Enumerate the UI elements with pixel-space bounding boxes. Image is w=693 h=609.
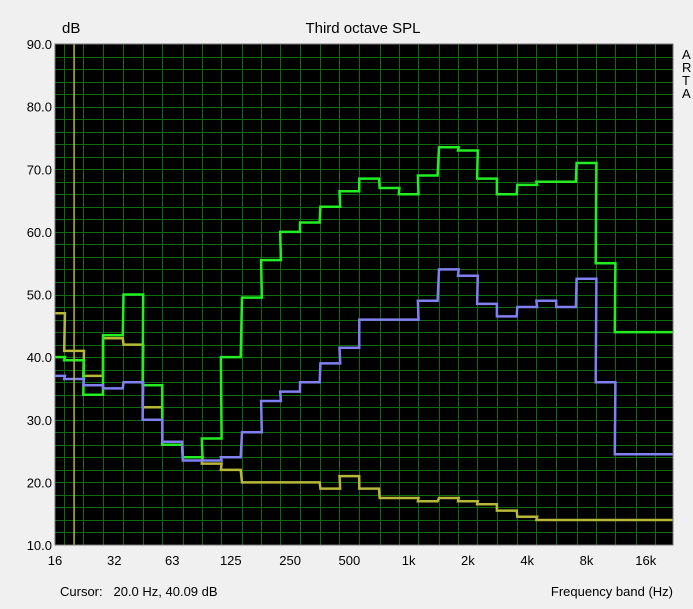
cursor-value: 20.0 Hz, 40.09 dB <box>113 584 218 599</box>
y-tick-label: 50.0 <box>27 288 52 303</box>
series-line-1 <box>55 312 673 522</box>
x-tick-label: 16k <box>635 553 656 568</box>
y-tick-label: 60.0 <box>27 225 52 240</box>
x-tick-label: 500 <box>339 553 361 568</box>
x-tick-label: 8k <box>580 553 594 568</box>
legend-item-3: T <box>682 73 690 88</box>
y-tick-label: 20.0 <box>27 475 52 490</box>
y-axis-unit: dB <box>62 20 80 37</box>
y-tick-label: 80.0 <box>27 100 52 115</box>
x-tick-label: 4k <box>520 553 534 568</box>
x-tick-label: 125 <box>220 553 242 568</box>
legend-partial: A R T A <box>682 48 691 100</box>
grid-lines <box>55 44 673 545</box>
legend-item-4: A <box>682 86 691 101</box>
y-tick-label: 30.0 <box>27 413 52 428</box>
chart-title: Third octave SPL <box>305 20 420 37</box>
y-tick-labels: 10.0 20.0 30.0 40.0 50.0 60.0 70.0 80.0 90.0 <box>27 37 52 553</box>
cursor-readout: Cursor: 20.0 Hz, 40.09 dB <box>60 584 218 599</box>
legend-item-1: A <box>682 47 691 62</box>
x-tick-label: 2k <box>461 553 475 568</box>
legend-item-2: R <box>682 60 692 75</box>
plot-border <box>54 43 674 546</box>
cursor-label: Cursor: <box>60 584 103 599</box>
x-tick-labels: 16 32 63 125 250 500 1k 2k 4k 8k 16k <box>48 553 657 568</box>
plot-area[interactable] <box>55 44 673 545</box>
x-tick-label: 63 <box>165 553 179 568</box>
series-line-2 <box>55 146 673 459</box>
x-tick-label: 250 <box>279 553 301 568</box>
y-tick-label: 40.0 <box>27 350 52 365</box>
x-tick-label: 32 <box>107 553 121 568</box>
series-group <box>55 146 673 522</box>
y-tick-label: 90.0 <box>27 37 52 52</box>
series-line-3 <box>55 268 673 462</box>
x-axis-title: Frequency band (Hz) <box>550 584 673 599</box>
y-tick-label: 70.0 <box>27 162 52 177</box>
y-tick-label: 10.0 <box>27 538 52 553</box>
x-tick-label: 16 <box>48 553 62 568</box>
x-tick-label: 1k <box>402 553 416 568</box>
